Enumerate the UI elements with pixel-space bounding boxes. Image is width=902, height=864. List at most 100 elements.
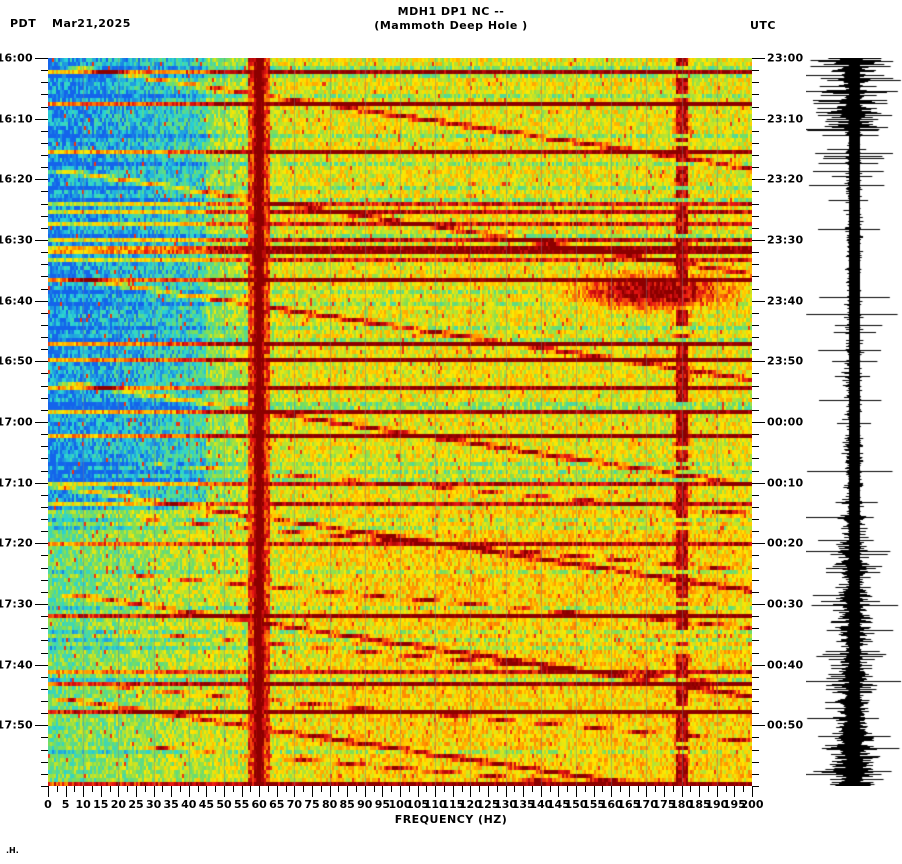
right-axis-minor-tick — [752, 616, 759, 618]
frequency-axis-tick-label: 15 — [93, 798, 109, 811]
left-axis-tick-label: 17:20 — [0, 536, 33, 550]
frequency-axis-major-tick — [118, 786, 120, 797]
frequency-axis-major-tick — [329, 786, 331, 797]
right-axis-minor-tick — [752, 628, 759, 630]
right-axis-minor-tick — [752, 773, 759, 775]
frequency-axis-minor-tick — [672, 786, 674, 792]
frequency-axis-minor-tick — [620, 786, 621, 792]
left-axis-major-tick — [35, 604, 48, 605]
frequency-axis-minor-tick — [109, 786, 111, 792]
frequency-axis-major-tick — [664, 786, 665, 797]
right-axis-tick-label: 00:10 — [767, 476, 804, 490]
frequency-axis-major-tick — [752, 786, 753, 797]
corner-artifact: .H. — [6, 846, 19, 855]
frequency-axis-major-tick — [364, 786, 366, 797]
frequency-axis-minor-tick — [479, 786, 481, 792]
frequency-axis: 0 5 10 15 20 25 30 35 40 45 50 55 60 65 70 75 80 85 90 95 10… — [44, 786, 763, 811]
right-axis-minor-tick — [752, 324, 759, 326]
frequency-axis-tick-label: 195 — [722, 798, 746, 811]
left-axis-minor-tick — [41, 688, 48, 690]
spectrogram-plot[interactable] — [48, 58, 752, 786]
frequency-axis-major-tick — [452, 786, 454, 797]
frequency-axis-major-tick — [83, 786, 85, 797]
left-axis-minor-tick — [41, 288, 48, 290]
header-timezone-left: PDT — [10, 17, 37, 30]
left-axis-minor-tick — [41, 337, 48, 339]
left-axis-major-tick — [35, 361, 48, 363]
frequency-axis-major-tick — [382, 786, 384, 797]
frequency-axis-major-tick — [153, 786, 155, 797]
frequency-axis-tick-label: 190 — [705, 798, 729, 811]
left-axis-minor-tick — [41, 749, 48, 751]
left-axis-minor-tick — [41, 531, 48, 533]
left-axis-tick-label: 16:40 — [0, 294, 33, 308]
frequency-axis-major-tick — [400, 786, 401, 797]
frequency-axis-tick-label: 65 — [269, 798, 285, 811]
frequency-axis-tick-label: 110 — [423, 798, 447, 811]
frequency-axis-minor-tick — [426, 786, 428, 792]
frequency-axis-tick-label: 200 — [740, 798, 764, 811]
frequency-axis-tick-label: 60 — [251, 798, 267, 811]
right-axis-tick-label: 23:30 — [767, 233, 804, 247]
frequency-axis-tick-label: 180 — [670, 798, 694, 811]
right-axis-minor-tick — [752, 470, 759, 472]
frequency-axis-tick-label: 160 — [599, 798, 623, 811]
frequency-axis-minor-tick — [461, 786, 463, 792]
right-axis-minor-tick — [752, 82, 759, 84]
left-axis-tick-label: 17:30 — [0, 597, 33, 611]
left-axis-minor-tick — [41, 506, 48, 508]
left-axis-minor-tick — [41, 786, 48, 787]
left-axis-tick-label: 16:50 — [0, 354, 33, 368]
right-axis-major-tick — [752, 482, 765, 484]
frequency-axis-major-tick — [206, 786, 208, 797]
frequency-axis-tick-label: 10 — [75, 798, 91, 811]
left-axis-minor-tick — [41, 349, 48, 351]
frequency-axis-minor-tick — [92, 786, 93, 792]
left-axis-major-tick — [35, 725, 48, 727]
frequency-axis-minor-tick — [373, 786, 375, 792]
frequency-axis-tick-label: 50 — [216, 798, 232, 811]
frequency-axis-tick-label: 185 — [687, 798, 711, 811]
right-axis-major-tick — [752, 604, 765, 605]
right-axis-minor-tick — [752, 591, 759, 593]
frequency-axis-title: FREQUENCY (HZ) — [394, 813, 508, 826]
left-axis-minor-tick — [41, 276, 48, 278]
frequency-axis-major-tick — [576, 786, 577, 797]
left-axis-minor-tick — [41, 640, 48, 642]
right-axis-minor-tick — [752, 713, 759, 715]
right-axis-minor-tick — [752, 385, 759, 387]
spectrogram-canvas — [48, 58, 752, 786]
frequency-axis-major-tick — [48, 786, 49, 797]
right-axis-tick-label: 00:30 — [767, 597, 804, 611]
frequency-axis-tick-label: 85 — [339, 798, 355, 811]
right-axis-tick-label: 23:50 — [767, 354, 804, 368]
left-axis-minor-tick — [41, 446, 48, 448]
right-axis-major-tick — [752, 300, 765, 302]
frequency-axis-tick-label: 90 — [357, 798, 373, 811]
right-axis-tick-label: 00:40 — [767, 658, 804, 672]
right-axis-minor-tick — [752, 276, 759, 278]
page-title: MDH1 DP1 NC -- — [397, 5, 505, 18]
left-axis-minor-tick — [41, 761, 48, 763]
right-axis-major-tick — [752, 543, 765, 545]
left-time-axis-pdt: 16:00 16:10 16:20 16:30 16:40 16:50 17:00 17:10… — [0, 52, 48, 787]
right-time-axis-utc: 23:00 23:10 23:20 23:30 23:40 23:50 00:00 00:10… — [752, 52, 803, 787]
header-date: Mar21,2025 — [52, 17, 131, 30]
frequency-axis-major-tick — [65, 786, 67, 797]
left-axis-major-tick — [35, 179, 48, 181]
left-axis-minor-tick — [41, 773, 48, 775]
left-axis-major-tick — [35, 118, 48, 120]
left-axis-minor-tick — [41, 652, 48, 654]
left-axis-minor-tick — [41, 555, 48, 557]
right-axis-tick-label: 00:20 — [767, 536, 804, 550]
right-axis-minor-tick — [752, 203, 759, 205]
frequency-axis-tick-label: 20 — [110, 798, 127, 811]
frequency-axis-tick-label: 130 — [494, 798, 518, 811]
left-axis-minor-tick — [41, 324, 48, 326]
left-axis-minor-tick — [41, 470, 48, 472]
left-axis-minor-tick — [41, 434, 48, 436]
helicorder-trace-panel — [806, 58, 902, 786]
frequency-axis-minor-tick — [602, 786, 604, 792]
left-axis-major-tick — [35, 664, 48, 666]
right-axis-minor-tick — [752, 567, 759, 569]
